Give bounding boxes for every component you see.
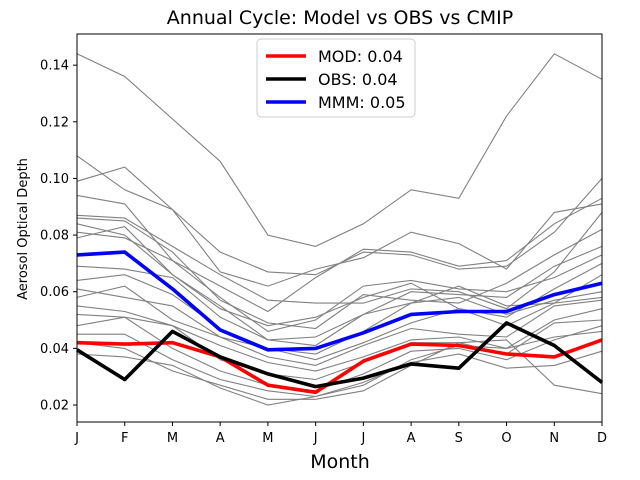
series-line-mmm [76,250,603,352]
x-tick-label: O [501,431,511,446]
cmip-model-line-1 [76,53,603,247]
cmip-model-line-14 [76,305,603,372]
cmip-model-line-15 [76,313,603,381]
chart-title: Annual Cycle: Model vs OBS vs CMIP [167,7,513,29]
cmip-model-line-13 [76,285,603,366]
y-tick-label: 0.10 [40,172,69,187]
x-tick-label: F [121,431,128,446]
cmip-model-line-11 [76,274,603,355]
legend-label-obs: OBS: 0.04 [318,70,398,89]
cmip-model-line-6 [76,217,603,330]
series-line-obs [76,321,604,389]
x-tick-label: D [597,431,607,446]
cmip-lines [76,53,603,406]
y-tick-label: 0.12 [40,115,69,130]
cmip-model-line-8 [76,231,603,332]
series-line-mod [76,338,603,395]
legend-label-mmm: MMM: 0.05 [318,93,406,112]
x-tick-label: N [549,431,559,446]
x-axis-label: Month [310,451,370,473]
y-tick-label: 0.04 [40,342,69,357]
y-tick-label: 0.06 [40,285,69,300]
y-axis: 0.02 0.04 0.06 0.08 0.10 0.12 0.14 [40,59,77,414]
x-tick-label: M [167,431,178,446]
x-tick-label: J [360,431,365,446]
cmip-model-line-12 [76,288,603,361]
cmip-model-line-10 [76,265,603,341]
plot-frame [76,33,603,423]
cmip-model-line-19 [76,350,603,406]
cmip-model-line-4 [76,194,603,313]
legend-box [256,38,416,118]
x-tick-label: S [455,431,463,446]
y-tick-label: 0.08 [40,229,69,244]
y-tick-label: 0.14 [40,59,69,74]
x-tick-label: J [74,431,79,446]
x-tick-label: M [262,431,273,446]
legend: MOD: 0.04 OBS: 0.04 MMM: 0.05 [256,38,416,118]
y-axis-label: Aerosol Optical Depth [16,158,31,300]
y-tick-label: 0.02 [40,399,69,414]
series-lines [76,250,604,395]
x-tick-label: A [407,431,416,446]
legend-label-mod: MOD: 0.04 [318,47,403,66]
cmip-model-line-7 [76,223,603,347]
cmip-model-line-17 [77,330,603,398]
x-tick-label: A [216,431,225,446]
x-tick-label: J [313,431,318,446]
cmip-model-line-18 [76,339,603,400]
